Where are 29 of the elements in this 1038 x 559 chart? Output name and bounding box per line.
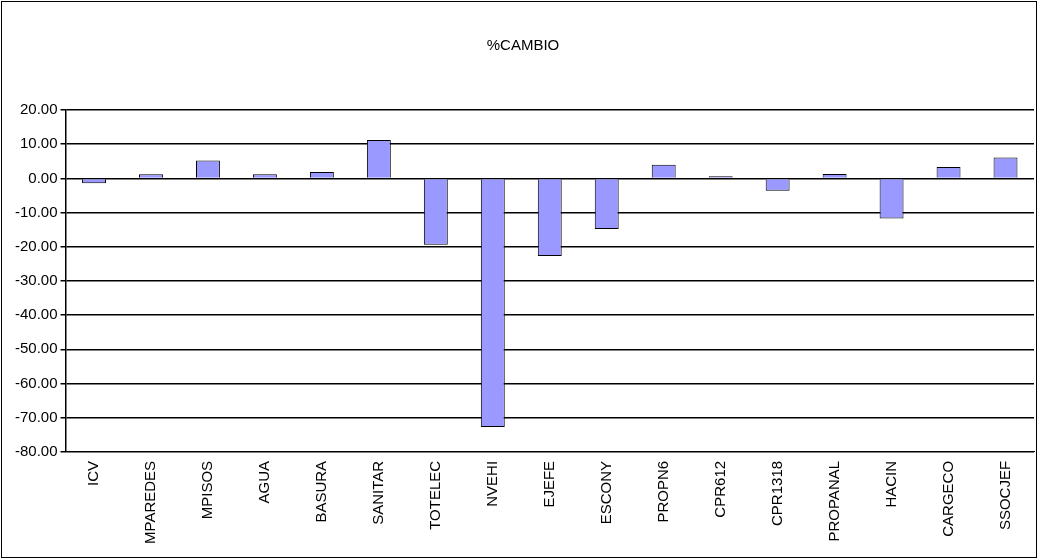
x-tick-label: SSOCJEF xyxy=(995,460,1013,531)
y-tick-label: -10.00 xyxy=(14,202,58,220)
y-tick-label: -60.00 xyxy=(14,373,58,391)
x-tick-label: HACIN xyxy=(881,460,899,508)
y-tick-label: 10.00 xyxy=(19,134,58,152)
x-tick-label: AGUA xyxy=(255,460,273,504)
x-tick-label: MPAREDES xyxy=(141,460,159,545)
y-tick-label: 20.00 xyxy=(19,100,58,118)
x-tick-label: PROPANAL xyxy=(824,460,842,542)
x-tick-label: PROPN6 xyxy=(653,460,671,523)
y-tick-label: -70.00 xyxy=(14,407,58,425)
x-tick-label: ESCONY xyxy=(596,460,614,525)
y-tick-label: 0.00 xyxy=(28,168,58,186)
y-tick-label: -80.00 xyxy=(14,442,58,460)
chart-title: %CAMBIO xyxy=(486,36,560,54)
x-tick-label: MPISOS xyxy=(198,460,216,520)
x-tick-label: CPR1318 xyxy=(767,460,785,526)
x-tick-label: EJEFE xyxy=(539,460,557,508)
x-tick-label: SANITAR xyxy=(369,460,386,525)
x-tick-label: NVEHI xyxy=(482,460,500,507)
y-tick-label: -50.00 xyxy=(14,339,58,357)
x-tick-label: TOTELEC xyxy=(425,460,443,530)
x-tick-label: ICV xyxy=(84,460,102,486)
y-tick-label: -30.00 xyxy=(14,271,58,289)
x-tick-label: BASURA xyxy=(312,460,330,523)
y-tick-label: -20.00 xyxy=(14,236,58,254)
x-tick-label: CPR612 xyxy=(710,460,728,518)
x-tick-label: CARGECO xyxy=(938,460,956,537)
y-tick-label: -40.00 xyxy=(14,305,58,323)
